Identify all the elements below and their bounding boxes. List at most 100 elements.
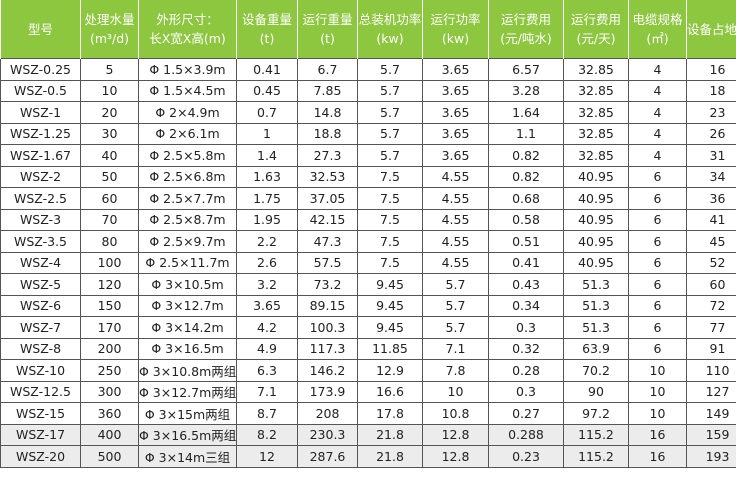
table-row: WSZ-2.5 60 Φ 2.5×7.7m 1.75 37.05 7.5 4.55 0.68 4…: [0, 187, 736, 210]
header-text: (元/天): [576, 31, 616, 46]
header-text: 总装机功率: [358, 12, 422, 27]
table-cell: WSZ-1.25: [0, 122, 81, 145]
table-cell: 3.28: [488, 79, 564, 102]
table-cell: 117.3: [297, 337, 358, 360]
table-cell: 30: [80, 122, 139, 145]
table-cell: 360: [80, 402, 139, 425]
table-cell: 37.05: [297, 187, 358, 210]
table-row: WSZ-0.5 10 Φ 1.5×4.5m 0.45 7.85 5.7 3.65 3.28 32…: [0, 79, 736, 102]
table-cell: WSZ-1.67: [0, 144, 81, 167]
table-cell: 0.43: [488, 273, 564, 296]
table-cell: 3.65: [422, 58, 489, 81]
table-cell: 6: [628, 273, 687, 296]
table-cell: 5.7: [357, 144, 423, 167]
table-cell: 193: [686, 445, 736, 468]
table-cell: 17.8: [357, 402, 423, 425]
table-cell: 10: [628, 380, 687, 403]
table-cell: 3.65: [422, 122, 489, 145]
header-cell: 处理水量 (m³/d): [80, 0, 139, 59]
table-cell: 32.85: [563, 58, 629, 81]
table-cell: 7.5: [357, 230, 423, 253]
table-cell: 170: [80, 316, 139, 339]
table-cell: Φ 3×12.7m: [138, 294, 237, 317]
table-cell: 21.8: [357, 445, 423, 468]
table-cell: WSZ-12.5: [0, 380, 81, 403]
table-cell: Φ 3×16.5m两组: [138, 423, 237, 446]
table-cell: 3.65: [422, 144, 489, 167]
table-cell: 89.15: [297, 294, 358, 317]
table-cell: 32.85: [563, 122, 629, 145]
table-cell: Φ 3×16.5m: [138, 337, 237, 360]
table-cell: 40.95: [563, 187, 629, 210]
table-cell: 0.7: [236, 101, 298, 124]
table-cell: 10: [80, 79, 139, 102]
table-cell: 77: [686, 316, 736, 339]
table-row: WSZ-8 200 Φ 3×16.5m 4.9 117.3 11.85 7.1 0.32 63.…: [0, 337, 736, 360]
header-cell: 运行重量 (t): [297, 0, 358, 59]
table-cell: 110: [686, 359, 736, 382]
header-cell: 运行功率 (kw): [422, 0, 489, 59]
header-row: 型号 处理水量 (m³/d) 外形尺寸： 长X宽X高(m) 设备重量 (t) 运行重量 (t) 总…: [0, 0, 736, 59]
table-cell: 5.7: [357, 122, 423, 145]
table-cell: 0.82: [488, 165, 564, 188]
table-cell: 36: [686, 187, 736, 210]
table-cell: Φ 2.5×8.7m: [138, 208, 237, 231]
table-cell: 150: [80, 294, 139, 317]
table-row: WSZ-12.5 300 Φ 3×12.7m两组 7.1 173.9 16.6 10 0.3 9…: [0, 380, 736, 403]
table-cell: 6: [628, 337, 687, 360]
table-cell: 7.5: [357, 208, 423, 231]
table-cell: 0.32: [488, 337, 564, 360]
table-cell: 6: [628, 316, 687, 339]
table-cell: 6: [628, 208, 687, 231]
table-cell: Φ 2.5×9.7m: [138, 230, 237, 253]
table-cell: 41: [686, 208, 736, 231]
spec-table: 型号 处理水量 (m³/d) 外形尺寸： 长X宽X高(m) 设备重量 (t) 运行重量 (t) 总…: [0, 0, 736, 468]
table-cell: 173.9: [297, 380, 358, 403]
table-cell: 32.85: [563, 79, 629, 102]
table-cell: 91: [686, 337, 736, 360]
table-cell: 0.51: [488, 230, 564, 253]
table-cell: 2.6: [236, 251, 298, 274]
table-cell: 97.2: [563, 402, 629, 425]
table-cell: 500: [80, 445, 139, 468]
table-cell: 5.7: [357, 58, 423, 81]
header-text: (m³/d): [89, 31, 130, 46]
header-text: 设备重量: [241, 12, 292, 27]
table-cell: 90: [563, 380, 629, 403]
table-cell: 73.2: [297, 273, 358, 296]
header-text: (元/吨水): [500, 31, 552, 46]
table-cell: WSZ-5: [0, 273, 81, 296]
table-cell: 7.1: [422, 337, 489, 360]
table-cell: 159: [686, 423, 736, 446]
table-row: WSZ-5 120 Φ 3×10.5m 3.2 73.2 9.45 5.7 0.43 51.3 6…: [0, 273, 736, 296]
table-cell: Φ 3×10.8m两组: [138, 359, 237, 382]
table-cell: 7.5: [357, 187, 423, 210]
table-cell: 200: [80, 337, 139, 360]
table-cell: 12.8: [422, 423, 489, 446]
table-cell: 287.6: [297, 445, 358, 468]
table-cell: WSZ-20: [0, 445, 81, 468]
table-cell: 40.95: [563, 230, 629, 253]
table-cell: 1.95: [236, 208, 298, 231]
table-cell: 115.2: [563, 445, 629, 468]
table-cell: 4: [628, 144, 687, 167]
table-cell: 3.65: [422, 79, 489, 102]
header-text: 运行重量: [302, 12, 353, 27]
table-cell: 0.27: [488, 402, 564, 425]
table-cell: 5.7: [422, 316, 489, 339]
table-cell: 6.57: [488, 58, 564, 81]
table-cell: 70.2: [563, 359, 629, 382]
table-cell: Φ 3×10.5m: [138, 273, 237, 296]
table-cell: 7.5: [357, 165, 423, 188]
table-cell: 8.2: [236, 423, 298, 446]
table-cell: WSZ-2.5: [0, 187, 81, 210]
table-cell: 32.85: [563, 101, 629, 124]
table-cell: 0.41: [236, 58, 298, 81]
table-cell: 4.55: [422, 230, 489, 253]
table-cell: 10: [628, 402, 687, 425]
table-cell: WSZ-0.5: [0, 79, 81, 102]
table-cell: 3.65: [236, 294, 298, 317]
table-cell: 5.7: [357, 101, 423, 124]
header-cell: 外形尺寸： 长X宽X高(m): [138, 0, 237, 59]
table-cell: 11.85: [357, 337, 423, 360]
